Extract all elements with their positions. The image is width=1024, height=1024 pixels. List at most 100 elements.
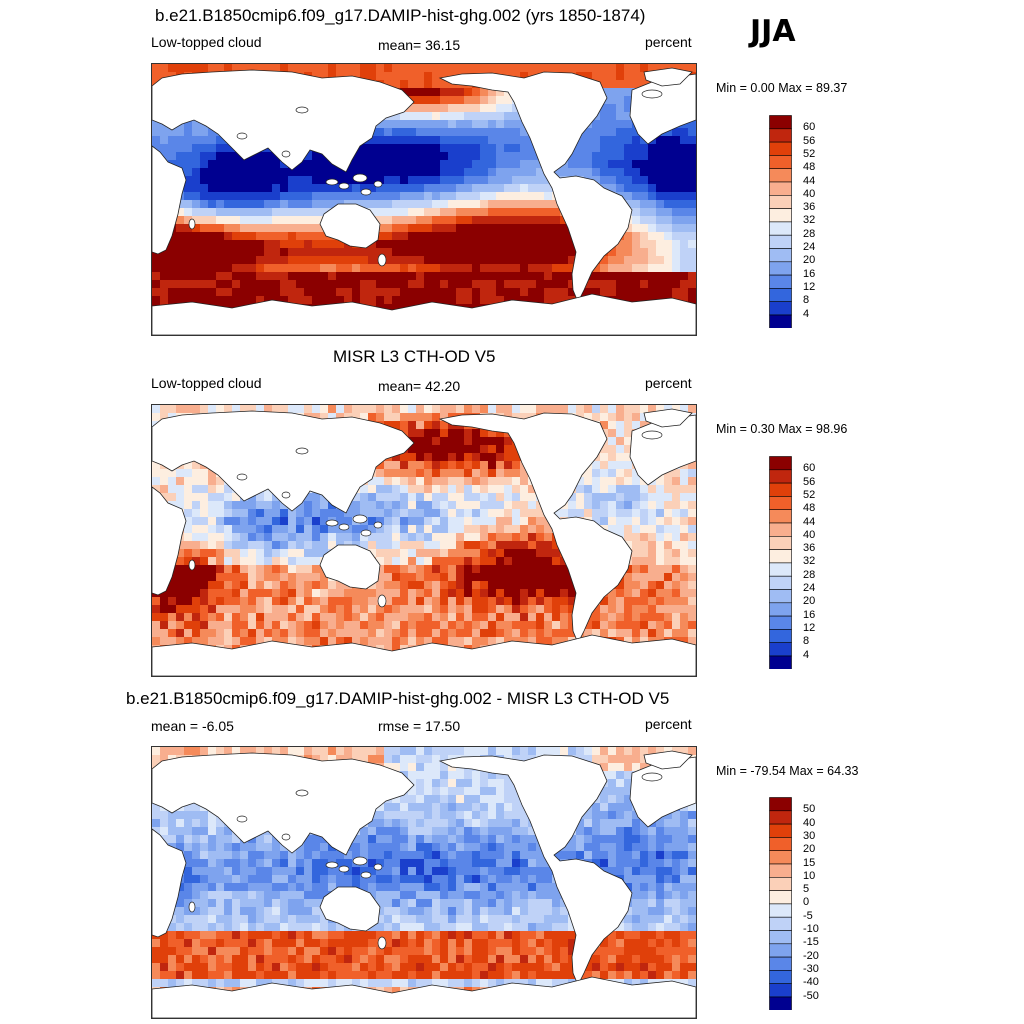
- panel-2-colorbar-label-13: 12: [803, 621, 816, 634]
- panel-1-colorbar-box-14: [769, 288, 792, 302]
- panel-3-colorbar-box-16: [769, 996, 792, 1010]
- panel-2-colorbar-label-11: 20: [803, 595, 816, 608]
- island-outline-5: [325, 861, 339, 869]
- island-outline-4: [373, 521, 383, 529]
- island-outline-5: [325, 178, 339, 186]
- island-outline-8: [188, 218, 196, 230]
- panel-2-units-label: percent: [645, 375, 692, 391]
- panel-2-minmax: Min = 0.30 Max = 98.96: [716, 422, 848, 436]
- panel-1-colorbar: [769, 115, 792, 328]
- panel-1-colorbar-box-2: [769, 128, 792, 143]
- panel-1-colorbar-box-16: [769, 314, 792, 328]
- panel-1-colorbar-box-8: [769, 208, 792, 223]
- panel-2-colorbar-box-15: [769, 642, 792, 657]
- panel-1-colorbar-label-4: 48: [803, 161, 816, 174]
- greenland-outline: [643, 67, 693, 87]
- panel-3-colorbar-box-6: [769, 863, 792, 878]
- eurasia-outline: [152, 752, 415, 856]
- panel-2-colorbar-label-15: 4: [803, 648, 810, 661]
- island-outline-4: [373, 863, 383, 871]
- island-outline-7: [281, 150, 291, 158]
- panel-2-colorbar-graphic: [769, 456, 792, 669]
- island-outline-10: [641, 89, 663, 99]
- panel-1-colorbar-label-3: 52: [803, 147, 816, 160]
- panel-1-colorbar-box-13: [769, 274, 792, 289]
- panel-3-colorbar-label-14: -40: [803, 976, 819, 989]
- island-outline-8: [188, 559, 196, 571]
- panel-3-map-graphic: [152, 747, 696, 1018]
- island-outline-6: [236, 473, 248, 481]
- panel-3-colorbar-box-7: [769, 877, 792, 891]
- land-masses: [152, 750, 696, 1018]
- panel-2-colorbar-box-10: [769, 575, 792, 590]
- panel-3-colorbar-label-8: 0: [803, 896, 810, 909]
- panel-3-colorbar-box-5: [769, 850, 792, 865]
- panel-1-colorbar-box-3: [769, 141, 792, 156]
- panel-3-mean-label: mean = -6.05: [151, 718, 234, 734]
- panel-1-colorbar-label-8: 32: [803, 214, 816, 227]
- panel-3-colorbar-label-10: -10: [803, 923, 819, 935]
- island-outline-10: [641, 430, 663, 440]
- island-outline-11: [295, 106, 309, 114]
- panel-3-colorbar-label-3: 30: [803, 829, 816, 842]
- panel-3-colorbar-box-15: [769, 983, 792, 998]
- panel-2-variable-label: Low-topped cloud: [151, 375, 262, 391]
- island-outline-9: [377, 253, 387, 267]
- panel-2-map-graphic: [152, 405, 696, 676]
- panel-1-units-label: percent: [645, 34, 692, 50]
- island-outline-6: [236, 815, 248, 823]
- australia-outline: [319, 544, 381, 590]
- australia-outline: [319, 886, 381, 932]
- island-outline-9: [377, 594, 387, 608]
- panel-3-colorbar-box-8: [769, 890, 792, 905]
- panel-1-colorbar-box-15: [769, 301, 792, 316]
- panel-2-colorbar-box-6: [769, 522, 792, 537]
- panel-2-colorbar-box-14: [769, 629, 792, 643]
- panel-3-colorbar-label-1: 50: [803, 803, 816, 816]
- panel-2-colorbar-label-12: 16: [803, 608, 816, 621]
- panel-1-mean-label: mean= 36.15: [378, 37, 461, 53]
- island-outline-11: [295, 447, 309, 455]
- americas-outline: [438, 71, 633, 303]
- panel-1-colorbar-box-4: [769, 155, 792, 170]
- panel-2-colorbar: [769, 456, 792, 669]
- panel-2-mean-label: mean= 42.20: [378, 378, 461, 394]
- panel-2-colorbar-label-14: 8: [803, 635, 810, 648]
- africa-outline: [152, 486, 187, 596]
- eurasia-outline: [152, 410, 415, 514]
- panel-1-map-graphic: [152, 64, 696, 335]
- land-masses: [152, 408, 696, 676]
- panel-1-colorbar-box-7: [769, 195, 792, 209]
- panel-2-colorbar-box-8: [769, 549, 792, 564]
- land-masses: [152, 67, 696, 335]
- panel-3-colorbar-box-10: [769, 916, 792, 931]
- island-outline-1: [352, 514, 368, 524]
- panel-2-colorbar-label-10: 24: [803, 582, 816, 594]
- panel-1-colorbar-box-11: [769, 248, 792, 263]
- panel-2-colorbar-box-9: [769, 562, 792, 577]
- panel-3-colorbar-label-13: -30: [803, 962, 819, 975]
- eurasia-outline: [152, 69, 415, 173]
- panel-1-colorbar-label-2: 56: [803, 134, 816, 147]
- africa-outline: [152, 828, 187, 938]
- panel-1-map: [151, 63, 697, 336]
- panel-3-title: b.e21.B1850cmip6.f09_g17.DAMIP-hist-ghg.…: [126, 689, 670, 708]
- island-outline-2: [338, 182, 350, 190]
- panel-3-colorbar-box-11: [769, 930, 792, 945]
- antarctica-outline: [152, 634, 696, 676]
- panel-2-colorbar-box-5: [769, 509, 792, 524]
- island-outline-9: [377, 936, 387, 950]
- panel-3-colorbar-label-11: -15: [803, 936, 819, 949]
- panel-3-colorbar-label-4: 20: [803, 843, 816, 856]
- panel-1-colorbar-label-12: 16: [803, 267, 816, 280]
- panel-2-colorbar-box-11: [769, 589, 792, 604]
- panel-1-colorbar-graphic: [769, 115, 792, 328]
- island-outline-2: [338, 523, 350, 531]
- australia-outline: [319, 203, 381, 249]
- greenland-outline: [643, 408, 693, 428]
- panel-2-colorbar-label-2: 56: [803, 475, 816, 488]
- antarctica-outline: [152, 976, 696, 1018]
- panel-3-colorbar-label-15: -50: [803, 989, 819, 1002]
- panel-1-colorbar-label-10: 24: [803, 241, 816, 253]
- island-outline-7: [281, 491, 291, 499]
